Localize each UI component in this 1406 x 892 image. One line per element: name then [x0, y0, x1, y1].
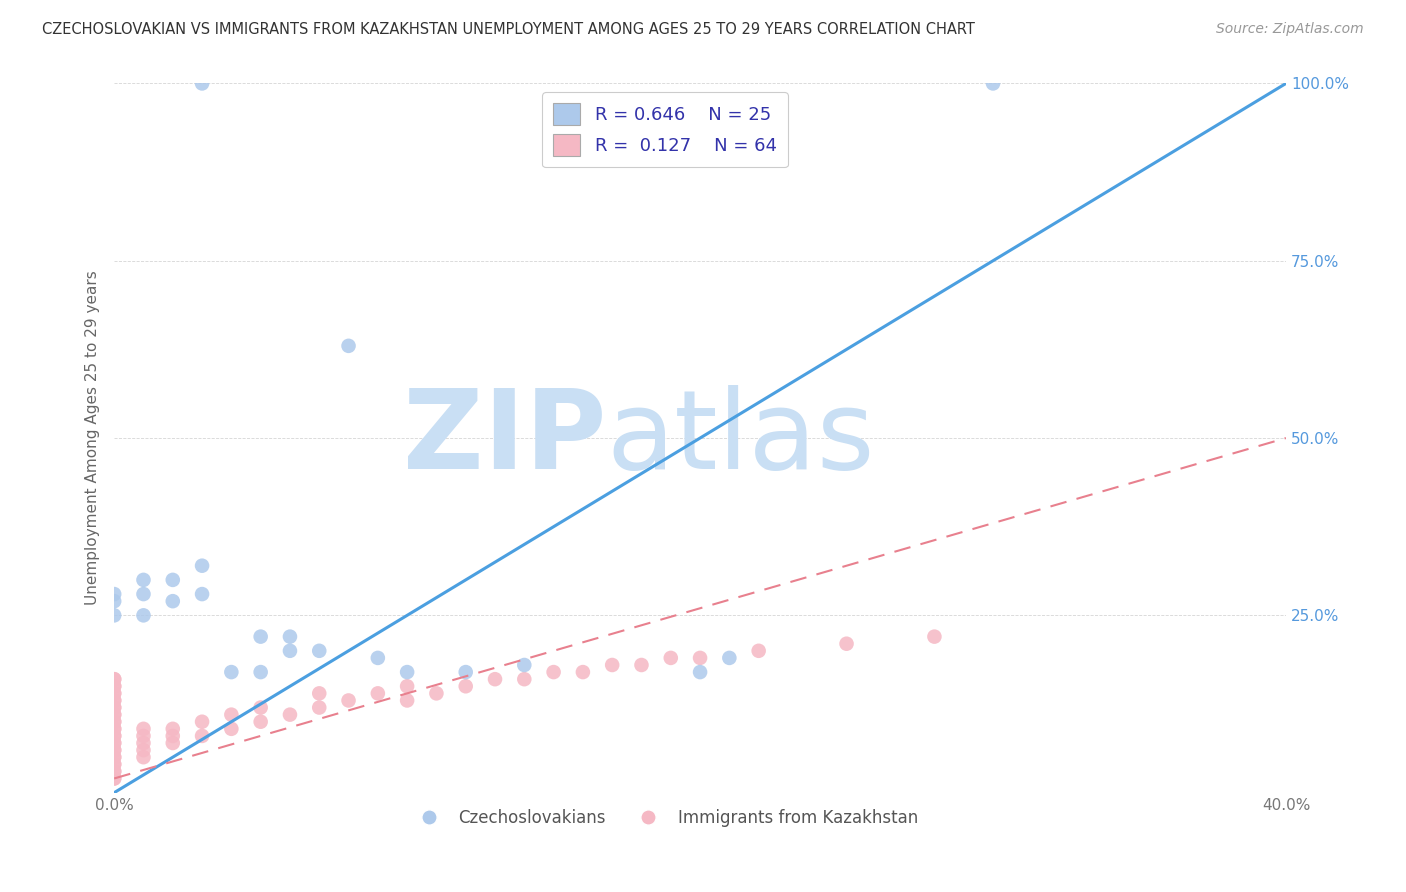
- Point: [748, 644, 770, 658]
- Point: [103, 693, 125, 707]
- Point: [103, 686, 125, 700]
- Point: [103, 722, 125, 736]
- Point: [103, 707, 125, 722]
- Point: [132, 608, 155, 623]
- Point: [981, 77, 1004, 91]
- Point: [718, 651, 741, 665]
- Point: [132, 750, 155, 764]
- Point: [103, 764, 125, 779]
- Point: [249, 665, 271, 679]
- Point: [249, 700, 271, 714]
- Point: [162, 594, 184, 608]
- Point: [337, 693, 360, 707]
- Point: [132, 573, 155, 587]
- Point: [132, 729, 155, 743]
- Point: [162, 573, 184, 587]
- Point: [454, 665, 477, 679]
- Legend: Czechoslovakians, Immigrants from Kazakhstan: Czechoslovakians, Immigrants from Kazakh…: [405, 803, 925, 834]
- Point: [103, 736, 125, 750]
- Point: [689, 651, 711, 665]
- Point: [103, 722, 125, 736]
- Point: [367, 686, 389, 700]
- Point: [132, 736, 155, 750]
- Point: [835, 637, 858, 651]
- Point: [103, 672, 125, 686]
- Text: Source: ZipAtlas.com: Source: ZipAtlas.com: [1216, 22, 1364, 37]
- Point: [103, 750, 125, 764]
- Point: [103, 729, 125, 743]
- Point: [191, 729, 214, 743]
- Point: [308, 686, 330, 700]
- Point: [132, 743, 155, 757]
- Point: [249, 714, 271, 729]
- Point: [103, 686, 125, 700]
- Point: [103, 764, 125, 779]
- Point: [103, 736, 125, 750]
- Point: [103, 772, 125, 786]
- Point: [103, 672, 125, 686]
- Point: [484, 672, 506, 686]
- Point: [103, 707, 125, 722]
- Point: [543, 665, 565, 679]
- Point: [103, 714, 125, 729]
- Point: [103, 679, 125, 693]
- Point: [659, 651, 682, 665]
- Point: [191, 587, 214, 601]
- Point: [337, 339, 360, 353]
- Point: [103, 757, 125, 772]
- Point: [191, 558, 214, 573]
- Point: [103, 743, 125, 757]
- Point: [454, 679, 477, 693]
- Point: [103, 743, 125, 757]
- Point: [425, 686, 447, 700]
- Point: [221, 722, 243, 736]
- Point: [513, 658, 536, 673]
- Point: [278, 644, 301, 658]
- Text: atlas: atlas: [606, 384, 875, 491]
- Point: [103, 679, 125, 693]
- Point: [278, 707, 301, 722]
- Point: [249, 630, 271, 644]
- Point: [103, 608, 125, 623]
- Point: [103, 700, 125, 714]
- Point: [162, 722, 184, 736]
- Point: [572, 665, 595, 679]
- Point: [396, 679, 419, 693]
- Point: [191, 77, 214, 91]
- Point: [630, 658, 652, 673]
- Point: [513, 672, 536, 686]
- Point: [103, 693, 125, 707]
- Point: [103, 714, 125, 729]
- Point: [103, 729, 125, 743]
- Point: [308, 644, 330, 658]
- Point: [600, 658, 623, 673]
- Point: [308, 700, 330, 714]
- Point: [103, 772, 125, 786]
- Point: [191, 714, 214, 729]
- Text: ZIP: ZIP: [404, 384, 606, 491]
- Point: [396, 693, 419, 707]
- Point: [132, 722, 155, 736]
- Point: [103, 750, 125, 764]
- Point: [103, 587, 125, 601]
- Point: [221, 665, 243, 679]
- Point: [162, 729, 184, 743]
- Point: [103, 757, 125, 772]
- Point: [162, 736, 184, 750]
- Text: CZECHOSLOVAKIAN VS IMMIGRANTS FROM KAZAKHSTAN UNEMPLOYMENT AMONG AGES 25 TO 29 Y: CZECHOSLOVAKIAN VS IMMIGRANTS FROM KAZAK…: [42, 22, 974, 37]
- Y-axis label: Unemployment Among Ages 25 to 29 years: Unemployment Among Ages 25 to 29 years: [86, 270, 100, 606]
- Point: [278, 630, 301, 644]
- Point: [396, 665, 419, 679]
- Point: [689, 665, 711, 679]
- Point: [367, 651, 389, 665]
- Point: [924, 630, 946, 644]
- Point: [103, 700, 125, 714]
- Point: [132, 587, 155, 601]
- Point: [221, 707, 243, 722]
- Point: [103, 594, 125, 608]
